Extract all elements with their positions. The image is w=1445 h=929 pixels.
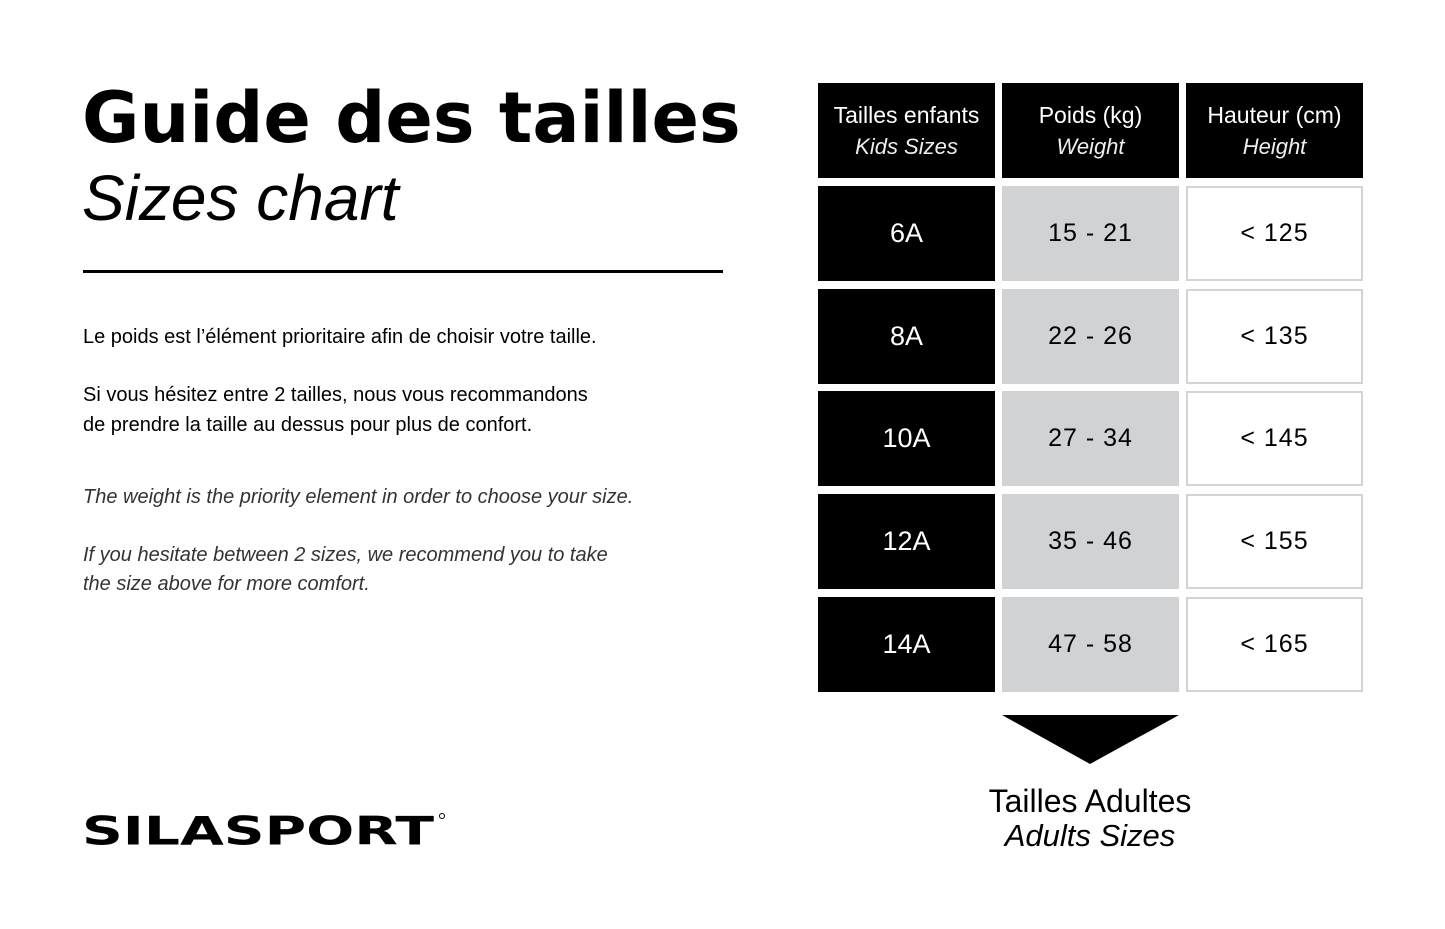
table-cell-size: 10A xyxy=(818,391,995,486)
arrow-down-triangle-icon xyxy=(1002,715,1179,764)
table-cell-size: 14A xyxy=(818,597,995,692)
table-cell-size: 8A xyxy=(818,289,995,384)
column-header-en: Weight xyxy=(1056,133,1125,159)
paragraph-fr-2a: Si vous hésitez entre 2 tailles, nous vo… xyxy=(83,384,588,406)
column-header: Poids (kg) Weight xyxy=(1002,83,1179,178)
paragraph-fr-1: Le poids est l’élément prioritaire afin … xyxy=(83,326,597,348)
column-header-fr: Tailles enfants xyxy=(833,101,980,128)
table-cell-height: < 155 xyxy=(1186,494,1363,589)
table-cell-weight: 15 - 21 xyxy=(1002,186,1179,281)
table-cell-weight: 47 - 58 xyxy=(1002,597,1179,692)
silasport-logo: SILASPORT xyxy=(82,809,445,852)
table-cell-size: 12A xyxy=(818,494,995,589)
page-title: Guide des tailles xyxy=(82,77,741,159)
column-header-fr: Poids (kg) xyxy=(1038,101,1143,128)
adult-sizes-label-en: Adults Sizes xyxy=(1004,818,1176,853)
svg-text:SILASPORT: SILASPORT xyxy=(82,809,434,852)
column-header-en: Kids Sizes xyxy=(855,133,958,159)
column-header: Hauteur (cm) Height xyxy=(1186,83,1363,178)
page-subtitle: Sizes chart xyxy=(82,162,399,234)
table-cell-weight: 22 - 26 xyxy=(1002,289,1179,384)
table-cell-size: 6A xyxy=(818,186,995,281)
column-header-en: Height xyxy=(1242,133,1307,159)
table-cell-height: < 165 xyxy=(1186,597,1363,692)
table-cell-height: < 125 xyxy=(1186,186,1363,281)
column-header-fr: Hauteur (cm) xyxy=(1207,101,1342,128)
paragraph-en-2b: the size above for more comfort. xyxy=(83,573,370,595)
paragraph-fr-2b: de prendre la taille au dessus pour plus… xyxy=(83,414,533,436)
paragraph-en-1: The weight is the priority element in or… xyxy=(83,486,634,508)
column-header: Tailles enfants Kids Sizes xyxy=(818,83,995,178)
table-cell-weight: 27 - 34 xyxy=(1002,391,1179,486)
divider xyxy=(83,270,723,273)
paragraph-en-2a: If you hesitate between 2 sizes, we reco… xyxy=(83,544,608,566)
table-cell-height: < 135 xyxy=(1186,289,1363,384)
table-cell-weight: 35 - 46 xyxy=(1002,494,1179,589)
table-cell-height: < 145 xyxy=(1186,391,1363,486)
adult-sizes-label: Tailles Adultes xyxy=(988,783,1192,819)
